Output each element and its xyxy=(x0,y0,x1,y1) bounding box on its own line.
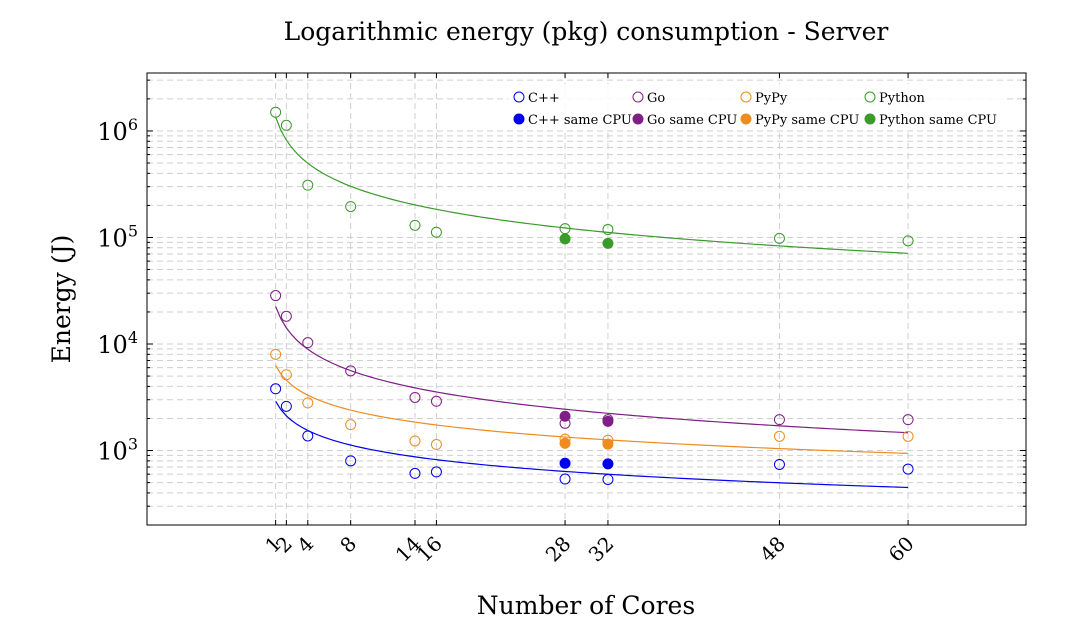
point-open-0-9 xyxy=(902,463,914,475)
y-axis-label: Energy (J) xyxy=(47,235,76,364)
legend-label-0: C++ xyxy=(528,91,560,106)
point-open-0-1 xyxy=(280,400,292,412)
legend-label-1: Go xyxy=(647,91,665,106)
legend-label-7: Python same CPU xyxy=(879,113,997,128)
point-open-2-4 xyxy=(409,435,421,447)
point-open-0-2 xyxy=(302,430,314,442)
x-tick-label: 48 xyxy=(755,532,790,567)
point-filled-7-1 xyxy=(602,237,614,249)
point-open-2-1 xyxy=(280,369,292,381)
point-open-3-8 xyxy=(773,232,785,244)
legend-label-5: Go same CPU xyxy=(647,113,737,128)
point-open-3-9 xyxy=(902,235,914,247)
point-open-0-4 xyxy=(409,467,421,479)
point-open-2-2 xyxy=(302,397,314,409)
point-open-3-4 xyxy=(409,219,421,231)
y-tick-label: 104 xyxy=(97,328,138,359)
trend-lines xyxy=(275,116,909,489)
point-open-3-5 xyxy=(430,226,442,238)
x-tick-label: 28 xyxy=(541,532,576,567)
point-open-1-3 xyxy=(345,365,357,377)
point-open-0-5 xyxy=(430,466,442,478)
point-open-3-6 xyxy=(559,223,571,235)
legend-marker-5 xyxy=(632,113,644,125)
x-tick-label: 60 xyxy=(884,532,919,567)
point-open-3-1 xyxy=(280,119,292,131)
y-axis-ticks: 103 104 105 106 xyxy=(97,79,1026,526)
grid xyxy=(147,73,1026,526)
point-open-0-3 xyxy=(345,455,357,467)
trend-line-0 xyxy=(275,400,909,489)
y-tick-label: 105 xyxy=(97,221,138,252)
trend-line-1 xyxy=(275,306,909,434)
point-open-2-0 xyxy=(270,348,282,360)
point-open-3-2 xyxy=(302,179,314,191)
x-axis-label: Number of Cores xyxy=(477,591,695,620)
legend-marker-4 xyxy=(513,113,525,125)
point-open-1-2 xyxy=(302,337,314,349)
point-open-2-8 xyxy=(773,430,785,442)
legend-marker-0 xyxy=(513,91,525,103)
point-filled-5-1 xyxy=(602,415,614,427)
point-open-1-5 xyxy=(430,395,442,407)
trend-line-3 xyxy=(275,116,909,254)
point-open-0-8 xyxy=(773,458,785,470)
legend-label-4: C++ same CPU xyxy=(528,113,632,128)
y-tick-label: 106 xyxy=(97,115,138,146)
point-open-0-7 xyxy=(602,473,614,485)
x-tick-label: 8 xyxy=(335,532,361,558)
point-open-1-8 xyxy=(773,414,785,426)
legend-label-2: PyPy xyxy=(755,91,788,106)
plot-frame xyxy=(146,72,1027,526)
point-filled-4-1 xyxy=(602,458,614,470)
x-tick-label: 32 xyxy=(584,532,619,567)
point-filled-7-0 xyxy=(559,233,571,245)
x-tick-label: 16 xyxy=(412,532,447,567)
legend-marker-3 xyxy=(864,91,876,103)
legend-marker-2 xyxy=(740,91,752,103)
point-open-1-1 xyxy=(280,310,292,322)
point-open-1-0 xyxy=(270,290,282,302)
point-open-3-0 xyxy=(270,106,282,118)
point-open-1-4 xyxy=(409,391,421,403)
legend-label-6: PyPy same CPU xyxy=(755,113,859,128)
y-tick-label: 103 xyxy=(97,435,138,466)
legend: C++ Go PyPy Python C++ same CPU Go same CPU Py… xyxy=(508,84,1006,130)
point-filled-6-1 xyxy=(602,438,614,450)
data-points xyxy=(270,106,914,485)
x-tick-label: 4 xyxy=(292,532,318,558)
point-open-0-0 xyxy=(270,383,282,395)
point-open-0-6 xyxy=(559,473,571,485)
legend-marker-7 xyxy=(864,113,876,125)
point-open-2-5 xyxy=(430,438,442,450)
point-open-1-9 xyxy=(902,414,914,426)
legend-box xyxy=(508,84,1006,130)
legend-marker-6 xyxy=(740,113,752,125)
trend-line-2 xyxy=(275,365,909,454)
point-open-2-9 xyxy=(902,430,914,442)
point-filled-5-0 xyxy=(559,410,571,422)
legend-label-3: Python xyxy=(879,91,926,106)
point-filled-4-0 xyxy=(559,457,571,469)
point-open-3-7 xyxy=(602,223,614,235)
chart-title: Logarithmic energy (pkg) consumption - S… xyxy=(284,17,889,46)
legend-marker-1 xyxy=(632,91,644,103)
point-open-2-3 xyxy=(345,419,357,431)
point-filled-6-0 xyxy=(559,437,571,449)
point-open-3-3 xyxy=(345,201,357,213)
